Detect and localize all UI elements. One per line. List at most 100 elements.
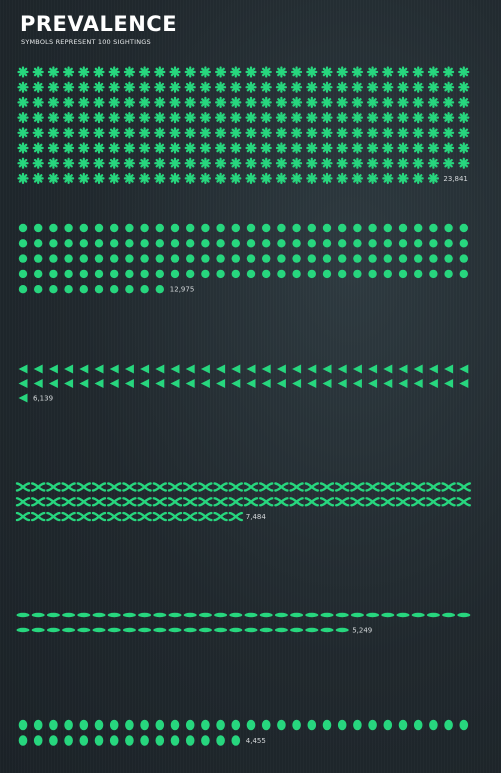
- symbol-asterisk-icon: [443, 81, 455, 93]
- symbol-cross-icon: [122, 482, 137, 492]
- symbol-triangle-icon: [307, 379, 317, 388]
- symbol-asterisk-icon: [260, 81, 272, 93]
- symbol-circle-icon: [459, 269, 468, 279]
- symbol-circle-icon: [368, 269, 377, 279]
- symbol-disk-icon: [350, 612, 364, 618]
- symbol-oval-icon: [64, 735, 73, 746]
- symbol-asterisk-icon: [123, 96, 135, 109]
- symbol-asterisk-icon: [443, 157, 455, 169]
- symbol-triangle-icon: [170, 379, 180, 388]
- symbol-cross-icon: [259, 482, 274, 492]
- symbol-asterisk-icon: [62, 127, 75, 139]
- symbol-disk-icon: [46, 612, 60, 618]
- symbol-asterisk-icon: [306, 172, 318, 184]
- symbol-cross-icon: [380, 497, 395, 507]
- symbol-asterisk-icon: [184, 172, 196, 184]
- symbol-asterisk-icon: [458, 111, 470, 124]
- symbol-asterisk-icon: [108, 157, 120, 169]
- symbol-circle-icon: [216, 254, 225, 263]
- symbol-asterisk-icon: [427, 127, 439, 139]
- symbol-asterisk-icon: [336, 127, 348, 139]
- symbol-asterisk-icon: [230, 157, 242, 169]
- symbol-triangle-icon: [337, 379, 347, 388]
- symbol-circle-icon: [262, 269, 271, 279]
- symbol-asterisk-icon: [321, 96, 333, 109]
- symbol-asterisk-icon: [230, 142, 242, 154]
- symbol-circle-icon: [64, 254, 73, 263]
- symbol-cross-icon: [76, 482, 92, 492]
- symbol-oval-icon: [170, 735, 180, 746]
- symbol-triangle-icon: [109, 379, 119, 388]
- symbol-circle-icon: [79, 239, 89, 248]
- symbol-asterisk-icon: [17, 66, 29, 78]
- symbol-asterisk-icon: [139, 127, 151, 139]
- symbol-triangle-icon: [368, 379, 378, 388]
- symbol-circle-icon: [110, 254, 119, 263]
- symbol-circle-icon: [398, 254, 408, 263]
- symbol-cross-icon: [274, 497, 289, 507]
- symbol-disk-icon: [259, 627, 273, 633]
- symbol-circle-icon: [49, 254, 58, 263]
- symbol-asterisk-icon: [458, 127, 470, 139]
- symbol-asterisk-icon: [260, 127, 272, 139]
- symbol-cross-icon: [31, 511, 46, 522]
- symbol-asterisk-icon: [199, 157, 211, 169]
- symbol-asterisk-icon: [78, 66, 90, 78]
- symbol-circle-icon: [292, 239, 301, 248]
- count-label: 12,975: [170, 286, 195, 294]
- symbol-circle-icon: [216, 239, 225, 248]
- symbol-asterisk-icon: [32, 96, 44, 109]
- symbol-asterisk-icon: [123, 111, 135, 124]
- symbol-cross-icon: [61, 497, 76, 507]
- symbol-asterisk-icon: [275, 127, 287, 139]
- symbol-triangle-icon: [33, 379, 43, 388]
- symbol-disk-icon: [274, 612, 288, 618]
- symbol-disk-icon: [62, 627, 76, 633]
- symbol-asterisk-icon: [367, 111, 379, 124]
- symbol-cross-icon: [319, 497, 335, 507]
- symbol-circle-icon: [307, 269, 316, 279]
- symbol-cross-icon: [106, 511, 122, 522]
- symbol-asterisk-icon: [291, 111, 303, 124]
- symbol-asterisk-icon: [291, 127, 303, 139]
- symbol-triangle-icon: [200, 379, 210, 388]
- symbol-circle-icon: [34, 223, 43, 233]
- symbol-triangle-icon: [398, 379, 408, 388]
- symbol-asterisk-icon: [321, 157, 333, 169]
- symbol-asterisk-icon: [336, 157, 348, 169]
- symbol-cross-icon: [91, 511, 107, 522]
- symbol-circle-icon: [186, 223, 195, 233]
- symbol-circle-icon: [338, 239, 347, 248]
- symbol-asterisk-icon: [139, 96, 151, 109]
- symbol-cross-icon: [31, 482, 46, 492]
- symbol-circle-icon: [277, 254, 286, 263]
- symbol-circle-icon: [414, 269, 423, 279]
- symbol-circle-icon: [322, 254, 332, 263]
- symbol-triangle-icon: [368, 364, 378, 374]
- symbol-asterisk-icon: [32, 81, 44, 93]
- symbol-circle-icon: [94, 223, 104, 233]
- symbol-cross-icon: [259, 497, 274, 507]
- symbol-asterisk-icon: [169, 81, 181, 93]
- symbol-asterisk-icon: [93, 157, 105, 169]
- chart-subtitle: SYMBOLS REPRESENT 100 SIGHTINGS: [21, 38, 151, 46]
- symbol-asterisk-icon: [230, 127, 242, 139]
- symbol-circle-icon: [231, 269, 240, 279]
- symbol-cross-icon: [91, 497, 107, 507]
- symbol-asterisk-icon: [260, 172, 272, 184]
- symbol-triangle-icon: [444, 379, 454, 388]
- symbol-circle-icon: [322, 269, 332, 279]
- symbol-asterisk-icon: [108, 172, 120, 184]
- count-label: 4,455: [246, 737, 266, 745]
- symbol-circle-icon: [155, 285, 164, 294]
- symbol-asterisk-icon: [32, 111, 44, 124]
- symbol-asterisk-icon: [62, 96, 75, 109]
- symbol-circle-icon: [34, 269, 43, 279]
- symbol-triangle-icon: [155, 364, 165, 374]
- symbol-asterisk-icon: [154, 127, 166, 139]
- symbol-disk-icon: [16, 612, 30, 618]
- symbol-asterisk-icon: [351, 127, 363, 139]
- symbol-circle-icon: [277, 239, 286, 248]
- symbol-cross-icon: [365, 482, 380, 492]
- symbol-circle-icon: [398, 269, 408, 279]
